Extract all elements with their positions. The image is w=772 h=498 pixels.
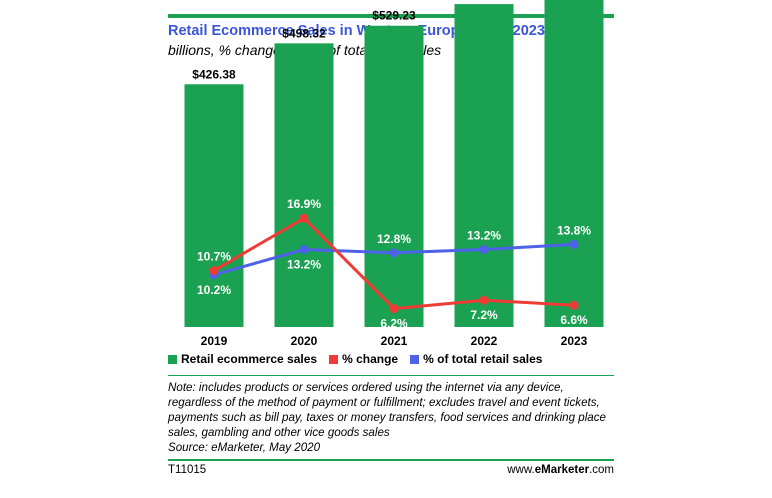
chart-frame: Retail Ecommerce Sales in Western Europe… [168, 0, 614, 498]
change-point-2019 [209, 266, 219, 276]
bar-label-2022: $567.22 [462, 0, 506, 1]
bar-label-2019: $426.38 [192, 67, 236, 81]
share-point-2022 [479, 244, 489, 254]
source-text: Source: eMarketer, May 2020 [168, 441, 321, 454]
change-label-2020: 16.9% [287, 197, 321, 211]
change-point-2023 [569, 300, 579, 310]
bar-label-2021: $529.23 [372, 9, 416, 23]
change-point-2022 [479, 295, 489, 305]
change-label-2022: 7.2% [470, 308, 498, 322]
share-point-2023 [569, 239, 579, 249]
change-point-2020 [299, 213, 309, 223]
share-point-2020 [299, 244, 309, 254]
change-label-2019: 10.7% [197, 250, 231, 264]
legend-swatch-sales [168, 354, 177, 364]
legend: Retail ecommerce sales % change % of tot… [168, 352, 554, 366]
x-tick-2020: 2020 [291, 334, 318, 345]
share-label-2021: 12.8% [377, 232, 411, 246]
brand-suffix: .com [589, 464, 614, 476]
share-label-2020: 13.2% [287, 257, 321, 271]
change-label-2021: 6.2% [380, 317, 408, 331]
x-tick-2022: 2022 [471, 334, 498, 345]
legend-item-sales: Retail ecommerce sales [168, 352, 317, 366]
brand-name: eMarketer [534, 464, 590, 476]
legend-item-change: % change [329, 352, 398, 366]
legend-swatch-change [329, 354, 339, 364]
bar-label-2020: $498.32 [282, 26, 326, 40]
top-rule [168, 14, 614, 18]
bar-2022 [454, 4, 514, 328]
note-text: Note: includes products or services orde… [168, 381, 606, 439]
bar-2019 [184, 84, 244, 327]
x-tick-2023: 2023 [561, 334, 588, 345]
chart-plot: $426.38$498.32$529.23$567.22$604.8720192… [184, 0, 604, 345]
legend-item-share: % of total retail sales [410, 352, 542, 366]
bottom-rule [168, 459, 614, 461]
share-label-2022: 13.2% [467, 228, 501, 242]
bar-2023 [544, 0, 604, 327]
x-tick-2019: 2019 [201, 334, 228, 345]
brand-link[interactable]: www.eMarketer.com [507, 464, 614, 476]
chart-code: T11015 [168, 464, 207, 476]
legend-swatch-share [410, 354, 420, 364]
change-point-2021 [389, 304, 399, 314]
legend-label-share: % of total retail sales [423, 352, 543, 366]
brand-prefix: www. [507, 464, 535, 476]
x-tick-2021: 2021 [381, 334, 408, 345]
share-label-2023: 13.8% [557, 223, 591, 237]
bar-2021 [364, 25, 424, 327]
legend-label-change: % change [342, 352, 399, 366]
chart-note: Note: includes products or services orde… [168, 380, 614, 455]
legend-rule [168, 375, 614, 376]
share-label-2019: 10.2% [197, 283, 231, 297]
change-label-2023: 6.6% [560, 313, 588, 327]
share-point-2021 [389, 248, 399, 258]
chart-title: Retail Ecommerce Sales in Western Europe… [168, 23, 545, 39]
bar-2020 [274, 43, 334, 328]
legend-label-sales: Retail ecommerce sales [181, 352, 318, 366]
